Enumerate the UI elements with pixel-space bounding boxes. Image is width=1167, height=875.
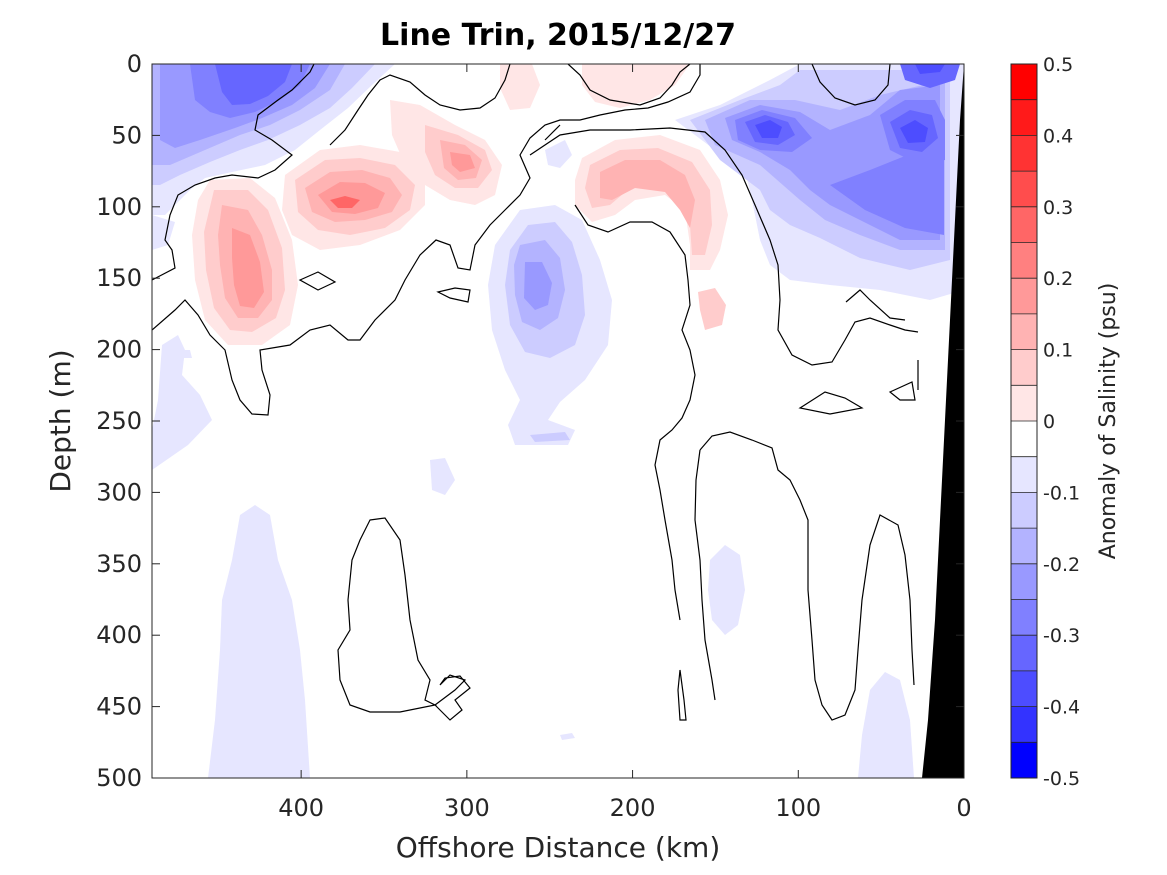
zero-contours xyxy=(152,64,919,721)
colorbar-segment xyxy=(1011,349,1037,386)
y-tick-label: 0 xyxy=(127,50,142,78)
colorbar-segment xyxy=(1011,385,1037,421)
y-tick-label: 150 xyxy=(96,264,142,292)
colorbar-segment xyxy=(1011,99,1037,136)
colorbar-tick-label: 0 xyxy=(1043,411,1055,433)
y-tick-label: 450 xyxy=(96,693,142,721)
y-axis-label: Depth (m) xyxy=(44,349,77,492)
fresh-anomaly-surface-offshore xyxy=(152,64,395,215)
colorbar-segment xyxy=(1011,278,1037,314)
y-tick-label: 200 xyxy=(96,336,142,364)
land-mask xyxy=(922,64,964,778)
salty-arc-190km xyxy=(575,135,728,330)
colorbar-segment xyxy=(1011,706,1037,743)
x-tick-label: 300 xyxy=(444,794,490,822)
colorbar-segment xyxy=(1011,242,1037,279)
colorbar-segment xyxy=(1011,135,1037,172)
y-tick-label: 500 xyxy=(96,764,142,792)
colorbar-tick-label: -0.1 xyxy=(1043,482,1080,504)
x-axis-label: Offshore Distance (km) xyxy=(396,831,721,864)
colorbar: 0.5 0.4 0.3 0.2 0.1 0 -0.1 -0.2 -0.3 -0.4 -0.5 xyxy=(1010,54,1080,790)
x-tick-label: 100 xyxy=(775,794,821,822)
colorbar-tick-label: -0.3 xyxy=(1043,625,1080,647)
colorbar-segment xyxy=(1011,528,1037,564)
x-tick-label: 0 xyxy=(956,794,971,822)
chart-title: Line Trin, 2015/12/27 xyxy=(380,18,736,53)
salty-core-430km xyxy=(192,178,298,345)
colorbar-tick-label: 0.3 xyxy=(1043,197,1073,219)
deep-fresh-anomalies xyxy=(152,215,914,778)
y-tick-label: 350 xyxy=(96,550,142,578)
y-tick-label: 100 xyxy=(96,193,142,221)
colorbar-segment xyxy=(1011,599,1037,636)
plot-area xyxy=(152,64,964,778)
y-tick-label: 50 xyxy=(111,121,142,149)
colorbar-segment xyxy=(1011,171,1037,207)
y-tick-label: 250 xyxy=(96,407,142,435)
colorbar-frame xyxy=(1010,63,1038,779)
salty-core-305km xyxy=(390,100,502,205)
y-tick-label: 400 xyxy=(96,621,142,649)
colorbar-segment xyxy=(1011,742,1037,778)
colorbar-segment xyxy=(1011,313,1037,350)
colorbar-segment xyxy=(1011,492,1037,529)
colorbar-tick-label: 0.4 xyxy=(1043,125,1073,147)
y-tick-label: 300 xyxy=(96,478,142,506)
colorbar-segment xyxy=(1011,563,1037,600)
salty-core-370km xyxy=(282,145,425,250)
fresh-patch-small xyxy=(545,140,572,168)
colorbar-segment xyxy=(1011,456,1037,493)
colorbar-tick-label: -0.2 xyxy=(1043,554,1080,576)
y-axis: 0 50 100 150 200 250 300 350 400 450 500 xyxy=(96,50,964,792)
x-axis: 400 300 200 100 0 xyxy=(278,64,972,822)
fresh-core-255km xyxy=(488,205,612,445)
colorbar-tick-label: 0.1 xyxy=(1043,340,1073,362)
colorbar-segment xyxy=(1011,64,1037,100)
colorbar-segment xyxy=(1011,670,1037,707)
colorbar-segment xyxy=(1011,206,1037,243)
colorbar-segment xyxy=(1011,421,1037,457)
colorbar-tick-label: -0.4 xyxy=(1043,697,1080,719)
colorbar-tick-label: 0.2 xyxy=(1043,268,1073,290)
fresh-anomaly-nearshore xyxy=(675,64,964,300)
colorbar-tick-label: -0.5 xyxy=(1043,768,1080,790)
colorbar-tick-label: 0.5 xyxy=(1043,54,1073,76)
colorbar-segment xyxy=(1011,635,1037,671)
colorbar-label: Anomaly of Salinity (psu) xyxy=(1096,283,1121,560)
x-tick-label: 400 xyxy=(278,794,324,822)
x-tick-label: 200 xyxy=(610,794,656,822)
